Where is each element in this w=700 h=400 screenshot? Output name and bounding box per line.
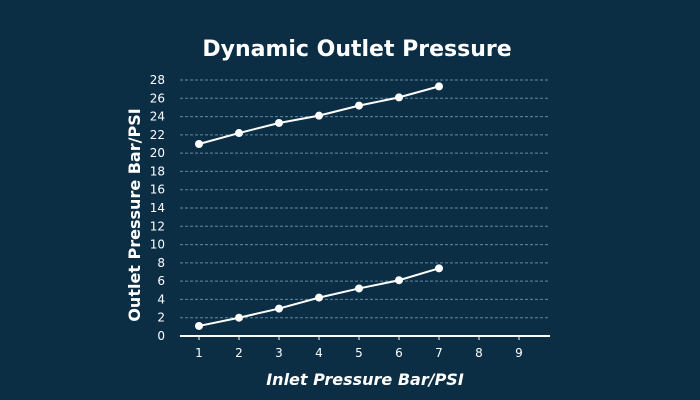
y-tick-label: 28 <box>150 73 165 87</box>
data-point <box>195 140 203 148</box>
data-point <box>355 284 363 293</box>
x-tick-label: 6 <box>395 346 403 360</box>
x-tick-label: 9 <box>515 346 523 360</box>
y-tick-label: 6 <box>157 274 165 288</box>
chart-title: Dynamic Outlet Pressure <box>202 37 511 62</box>
x-tick-label: 4 <box>315 346 323 360</box>
data-point <box>395 276 403 285</box>
data-point <box>315 111 323 120</box>
x-tick-label: 3 <box>275 346 283 360</box>
data-point <box>235 313 243 322</box>
data-point <box>435 82 443 91</box>
data-point <box>235 129 243 138</box>
y-tick-label: 4 <box>157 292 165 306</box>
y-tick-label: 2 <box>157 311 165 325</box>
gridlines <box>180 79 550 319</box>
x-tick-label: 1 <box>195 346 203 360</box>
y-tick-label: 22 <box>150 128 165 142</box>
data-point <box>355 101 363 110</box>
x-axis-label: Inlet Pressure Bar/PSI <box>266 370 464 389</box>
data-point <box>195 321 203 330</box>
x-tick-label: 5 <box>355 346 363 360</box>
data-point <box>435 264 443 273</box>
y-tick-label: 20 <box>150 146 165 160</box>
y-tick-label: 26 <box>150 91 165 105</box>
series <box>195 82 443 330</box>
data-point <box>315 293 323 302</box>
y-tick-label: 0 <box>157 329 165 343</box>
y-tick-label: 18 <box>150 164 165 178</box>
x-tick-label: 2 <box>235 346 243 360</box>
y-tick-label: 8 <box>157 256 165 270</box>
y-axis-label: Outlet Pressure Bar/PSI <box>125 108 144 321</box>
data-point <box>395 93 403 102</box>
x-tick-label: 7 <box>435 346 443 360</box>
y-tick-label: 12 <box>150 219 165 233</box>
y-tick-label: 10 <box>150 238 165 252</box>
x-tick-label: 8 <box>475 346 483 360</box>
y-tick-label: 14 <box>150 201 165 215</box>
y-tick-label: 16 <box>150 183 165 197</box>
x-tick-labels: 1 2 3 4 5 6 7 8 9 <box>195 336 523 360</box>
data-point <box>275 118 283 127</box>
y-tick-label: 24 <box>150 110 165 124</box>
data-point <box>275 304 283 313</box>
